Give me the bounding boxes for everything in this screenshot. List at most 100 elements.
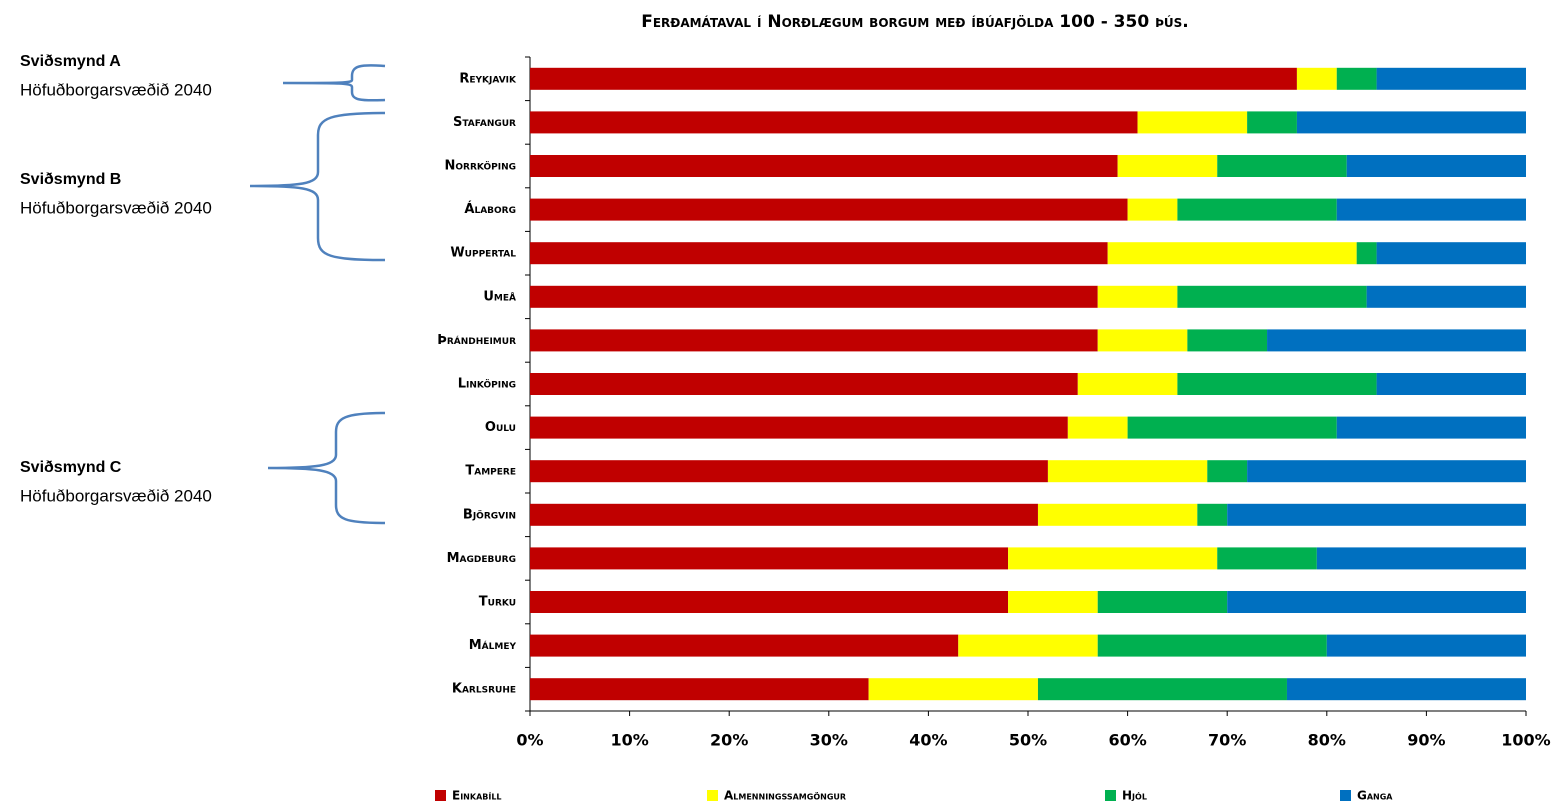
bar-segment	[530, 285, 1098, 308]
bar-segment	[1336, 67, 1377, 90]
legend-swatch	[1340, 790, 1351, 801]
bar-segment	[1296, 67, 1337, 90]
annotation-text: Höfuðborgarsvæðið 2040	[20, 198, 212, 217]
bar-segment	[1117, 155, 1218, 177]
bar-segment	[958, 634, 1098, 657]
bar-segment	[1137, 111, 1248, 134]
bar-segment	[1247, 460, 1526, 483]
x-tick-label: 70%	[1208, 731, 1246, 750]
bar-segment	[530, 155, 1118, 177]
legend-swatch	[707, 790, 718, 801]
x-tick-label: 30%	[810, 731, 848, 750]
annotation-text: Höfuðborgarsvæðið 2040	[20, 486, 212, 505]
annotation-title: Sviðsmynd C	[20, 459, 122, 476]
bar-segment	[1097, 634, 1327, 657]
bar-segment	[530, 591, 1009, 613]
bar-segment	[530, 503, 1038, 526]
bar-segment	[1336, 198, 1526, 221]
bar-segment	[1286, 678, 1526, 701]
bar-segment	[1346, 155, 1526, 177]
bar-segment	[1356, 242, 1377, 265]
bar-segment	[1336, 416, 1526, 439]
y-tick-label: Umeå	[483, 289, 516, 304]
bar-segment	[1376, 373, 1526, 395]
legend-swatch	[1105, 790, 1116, 801]
brace	[282, 64, 386, 102]
bar-segment	[1316, 547, 1526, 570]
bar-segment	[1376, 242, 1526, 265]
bar-segment	[1187, 329, 1268, 352]
bar-segment	[1197, 503, 1228, 526]
bar-segment	[1207, 460, 1248, 483]
bar-segment	[1127, 198, 1178, 221]
brace	[267, 411, 386, 525]
bar-segment	[1008, 547, 1218, 570]
y-tick-label: Magdeburg	[447, 551, 516, 566]
bar-segment	[1097, 591, 1228, 613]
annotation-title: Sviðsmynd B	[20, 171, 121, 188]
bar-segment	[1326, 634, 1526, 657]
bar-segment	[1177, 373, 1377, 395]
bar-segment	[1296, 111, 1526, 134]
y-tick-label: Tampere	[465, 464, 516, 479]
bar-segment	[1127, 416, 1337, 439]
bar-segment	[1177, 198, 1337, 221]
y-tick-label: Reykjavik	[459, 71, 517, 86]
bar-segment	[1077, 373, 1178, 395]
x-tick-label: 100%	[1501, 731, 1550, 750]
bar-segment	[1047, 460, 1208, 483]
bar-segment	[530, 242, 1108, 265]
x-tick-label: 20%	[710, 731, 748, 750]
bar-segment	[868, 678, 1038, 701]
bar-segment	[530, 460, 1048, 483]
x-tick-label: 0%	[516, 731, 543, 750]
bar-segment	[530, 547, 1009, 570]
chart-title: Ferðamátaval í Norðlægum borgum með íbúa…	[641, 12, 1189, 32]
bar-segment	[530, 678, 869, 701]
x-tick-label: 80%	[1308, 731, 1346, 750]
y-tick-label: Turku	[479, 595, 516, 610]
legend-label: Einkabíll	[452, 789, 502, 803]
bar-segment	[530, 416, 1068, 439]
bar-segment	[1107, 242, 1357, 265]
bar-segment	[1217, 547, 1317, 570]
bar-segment	[1008, 591, 1098, 613]
bar-segment	[1217, 155, 1347, 177]
annotation-text: Höfuðborgarsvæðið 2040	[20, 80, 212, 99]
bar-segment	[530, 373, 1078, 395]
y-tick-label: Oulu	[485, 420, 516, 435]
brace	[249, 111, 386, 262]
x-tick-label: 60%	[1108, 731, 1146, 750]
legend-label: Ganga	[1357, 789, 1393, 803]
bar-segment	[530, 111, 1138, 134]
y-tick-label: Björgvin	[463, 507, 516, 522]
bar-segment	[530, 329, 1098, 352]
bar-segment	[1376, 67, 1526, 90]
legend-label: Hjól	[1122, 789, 1147, 803]
y-tick-label: Málmey	[469, 638, 517, 653]
x-tick-label: 10%	[610, 731, 648, 750]
bar-segment	[1037, 678, 1287, 701]
bar-segment	[1227, 503, 1526, 526]
x-tick-label: 40%	[909, 731, 947, 750]
legend-label: Almenningssamgöngur	[724, 789, 846, 803]
bar-segment	[1177, 285, 1367, 308]
bar-segment	[1247, 111, 1297, 134]
y-tick-label: Stafangur	[453, 115, 516, 130]
bar-segment	[1097, 329, 1188, 352]
bar-segment	[1227, 591, 1526, 613]
y-tick-label: Þrándheimur	[437, 333, 516, 348]
annotation-title: Sviðsmynd A	[20, 53, 121, 70]
x-tick-label: 50%	[1009, 731, 1047, 750]
legend-swatch	[435, 790, 446, 801]
bar-segment	[530, 198, 1128, 221]
y-tick-label: Karlsruhe	[452, 682, 516, 697]
x-tick-label: 90%	[1407, 731, 1445, 750]
y-tick-label: Álaborg	[464, 201, 516, 217]
bar-segment	[1037, 503, 1198, 526]
bar-segment	[530, 67, 1297, 90]
bar-segment	[530, 634, 959, 657]
bar-segment	[1267, 329, 1526, 352]
bar-segment	[1097, 285, 1178, 308]
